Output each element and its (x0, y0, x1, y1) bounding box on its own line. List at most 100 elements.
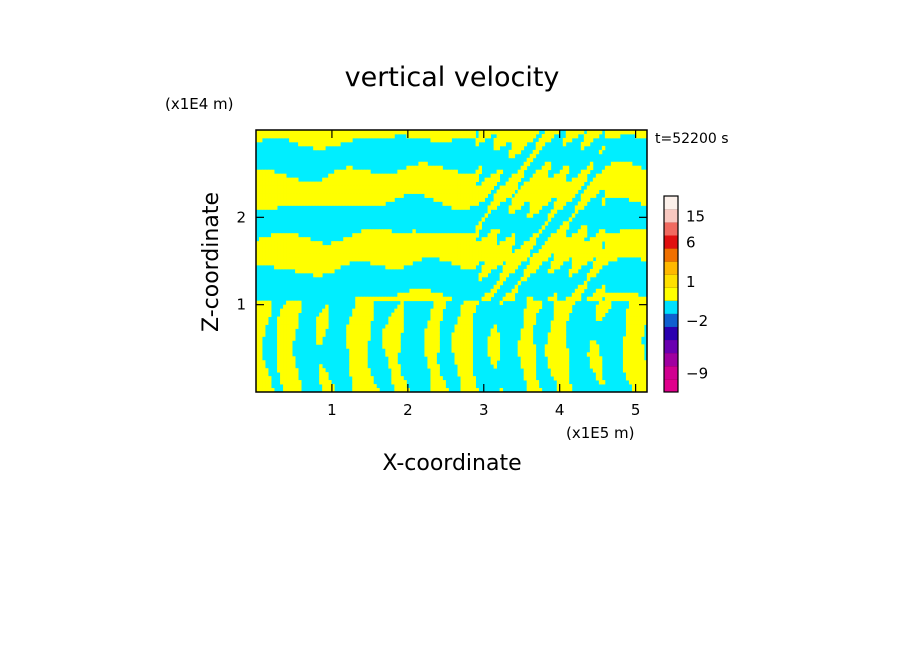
field-cell-positive (535, 185, 540, 190)
field-cell-positive (325, 177, 329, 183)
field-cell-positive (361, 368, 365, 373)
field-cell-positive (463, 197, 467, 202)
field-cell-positive (385, 257, 389, 262)
field-cell-positive (355, 312, 359, 317)
field-cell-positive (571, 241, 576, 246)
field-cell-positive (316, 141, 320, 147)
field-cell-positive (283, 324, 287, 329)
colorbar-segment (664, 196, 678, 210)
field-cell-positive (265, 388, 269, 392)
field-cell-positive (445, 185, 449, 190)
field-cell-positive (553, 189, 558, 194)
field-cell-positive (421, 133, 425, 139)
field-cell-positive (445, 245, 449, 250)
field-cell-positive (466, 233, 470, 238)
field-cell-positive (286, 324, 290, 329)
field-cell-positive (526, 304, 531, 310)
field-cell-positive (631, 316, 636, 321)
field-cell-positive (523, 165, 528, 171)
field-cell-positive (496, 348, 501, 353)
field-cell-positive (430, 173, 434, 179)
field-cell-positive (373, 384, 377, 389)
field-cell-positive (277, 261, 281, 266)
field-cell-positive (442, 233, 446, 238)
field-cell-positive (481, 197, 485, 202)
field-cell-positive (391, 340, 395, 345)
field-cell-positive (394, 328, 398, 333)
field-cell-positive (562, 368, 567, 373)
field-cell-positive (268, 304, 272, 310)
field-cell-positive (631, 328, 636, 333)
field-cell-positive (316, 320, 320, 325)
field-cell-positive (355, 356, 359, 361)
field-cell-positive (643, 181, 647, 186)
field-cell-positive (316, 272, 320, 278)
field-cell-positive (349, 181, 353, 186)
field-cell-positive (262, 253, 266, 258)
field-cell-positive (559, 173, 564, 179)
field-cell-positive (628, 332, 633, 337)
field-cell-positive (568, 197, 573, 202)
field-cell-positive (601, 197, 606, 202)
field-cell-positive (487, 261, 491, 266)
field-cell-positive (607, 233, 612, 238)
field-cell-positive (463, 356, 467, 361)
field-cell-positive (286, 332, 290, 337)
field-cell-positive (382, 177, 386, 183)
field-cell-positive (433, 300, 437, 306)
field-cell-positive (400, 173, 404, 179)
field-cell-positive (397, 237, 401, 242)
field-cell-positive (346, 137, 350, 143)
field-cell-positive (400, 169, 404, 175)
field-cell-positive (286, 304, 290, 310)
field-cell-positive (310, 141, 314, 147)
field-cell-positive (478, 257, 482, 262)
field-cell-positive (415, 292, 419, 298)
field-cell-positive (529, 264, 534, 270)
field-cell-positive (340, 201, 344, 206)
field-cell-positive (424, 296, 428, 302)
field-cell-positive (313, 133, 317, 139)
field-cell-positive (265, 197, 269, 202)
field-cell-positive (295, 380, 299, 385)
field-cell-positive (367, 384, 371, 389)
field-cell-positive (526, 360, 531, 365)
field-cell-positive (292, 189, 296, 194)
field-cell-positive (532, 380, 537, 385)
field-cell-positive (337, 173, 341, 179)
field-cell-positive (418, 130, 422, 135)
field-cell-positive (466, 205, 470, 210)
field-cell-positive (313, 197, 317, 202)
field-cell-positive (424, 130, 428, 135)
field-cell-positive (643, 241, 647, 246)
field-cell-positive (559, 372, 564, 377)
velocity-field (256, 130, 647, 392)
field-cell-positive (583, 193, 588, 198)
field-cell-positive (565, 380, 570, 385)
field-cell-positive (493, 257, 498, 262)
y-unit-label: (x1E4 m) (165, 95, 234, 113)
field-cell-positive (352, 181, 356, 186)
field-cell-positive (307, 241, 311, 246)
field-cell-positive (631, 380, 636, 385)
field-cell-positive (409, 130, 413, 135)
field-cell-positive (571, 189, 576, 194)
field-cell-positive (391, 324, 395, 329)
field-cell-positive (379, 133, 383, 139)
field-cell-positive (367, 233, 371, 238)
field-cell-positive (556, 253, 561, 258)
field-cell-positive (271, 249, 275, 254)
field-cell-positive (391, 364, 395, 369)
field-cell-positive (322, 189, 326, 194)
field-cell-positive (607, 245, 612, 250)
field-cell-positive (592, 253, 597, 258)
field-cell-positive (298, 384, 302, 389)
field-cell-positive (445, 173, 449, 179)
field-cell-positive (280, 245, 284, 250)
field-cell-positive (505, 193, 510, 198)
field-cell-positive (376, 185, 380, 190)
field-cell-positive (631, 249, 636, 254)
field-cell-positive (631, 189, 636, 194)
field-cell-positive (526, 308, 531, 314)
field-cell-positive (427, 181, 431, 186)
